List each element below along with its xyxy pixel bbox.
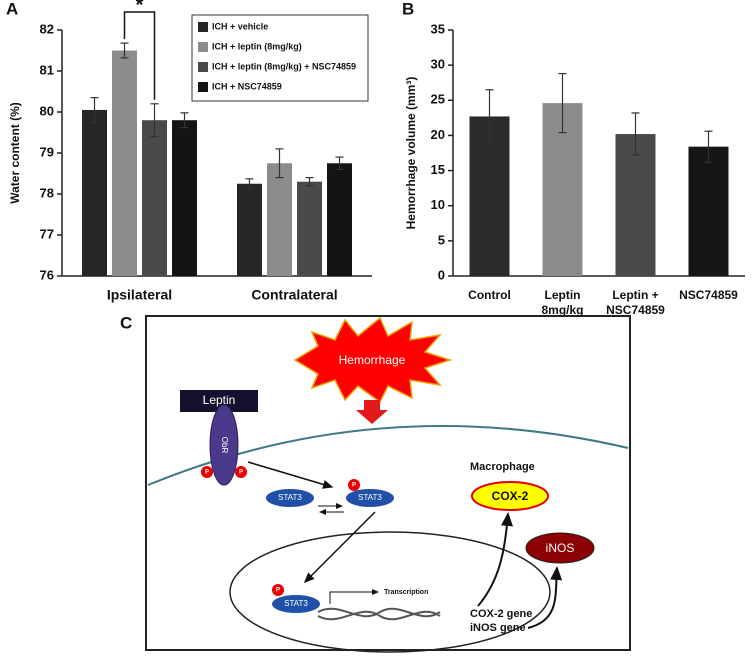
y-tick-label: 76 [40,267,54,282]
panel-label: B [402,0,414,18]
phospho-label: P [276,588,280,594]
legend-label: ICH + vehicle [212,21,268,31]
y-tick-label: 80 [40,103,54,118]
y-tick-label: 0 [438,267,445,282]
arrow [477,512,513,607]
receptor [209,404,239,486]
y-tick-label: 82 [40,21,54,36]
ligand-label: Leptin [203,393,236,407]
gene-label: COX-2 gene [470,608,532,620]
dna [317,607,441,621]
receptor-label: ObR [220,437,229,454]
stat3-label: STAT3 [284,599,308,608]
legend-swatch [198,82,208,92]
x-tick-label: Ipsilateral [107,287,172,303]
y-tick-label: 30 [431,57,445,72]
y-tick-label: 5 [438,232,445,247]
panel-label: A [6,0,18,18]
legend-swatch [198,42,208,52]
legend-frame [191,14,369,102]
arrow [527,566,563,629]
stat3-node [272,595,320,613]
product-label: iNOS [546,541,575,555]
y-tick-label: 20 [431,127,445,142]
legend-label: ICH + NSC74859 [212,81,282,91]
transcription-label: Transcription [384,589,428,596]
bar [172,120,197,276]
y-tick-label: 15 [431,162,445,177]
x-tick-label: NSC74859 [679,288,738,302]
y-axis-label: Water content (%) [8,102,22,204]
bar [688,146,729,276]
x-tick-label: Leptin + [612,288,658,302]
bar [615,134,656,276]
phospho-label: P [352,483,356,489]
y-tick-label: 81 [40,62,54,77]
x-tick-label: Leptin [545,288,581,302]
stimulus-label: Hemorrhage [339,353,406,367]
product-label: COX-2 [492,489,529,503]
phospho-dot [272,584,284,596]
significance-label: * [136,0,144,16]
phospho-dot [235,466,247,478]
y-axis-label: Hemorrhage volume (mm³) [404,77,418,230]
bar [82,109,107,276]
phospho-label: P [205,470,209,476]
leptin-box [180,390,258,412]
bar [237,183,262,276]
nucleus [229,531,551,653]
x-tick-label: NSC74859 [606,303,665,317]
bar [297,181,322,276]
significance-bracket [123,11,156,100]
arrow [303,511,376,584]
legend-swatch [198,22,208,32]
stat3-node [346,489,394,507]
phospho-label: P [239,470,243,476]
stat3-node [266,489,314,507]
bar [142,120,167,276]
stat3-label: STAT3 [358,493,382,502]
y-tick-label: 79 [40,144,54,159]
arrow [329,589,379,604]
y-tick-label: 77 [40,226,54,241]
x-tick-label: Contralateral [251,287,337,303]
legend-label: ICH + leptin (8mg/kg) [212,41,302,51]
y-tick-label: 35 [431,21,445,36]
hemorrhage-burst [293,316,453,404]
y-tick-label: 78 [40,185,54,200]
bar [267,163,292,276]
gene-label: iNOS gene [470,622,526,634]
arrow [247,461,334,489]
inos-node [525,532,595,564]
legend-swatch [198,62,208,72]
phospho-dot [348,479,360,491]
y-tick-label: 25 [431,92,445,107]
down-arrow [356,400,388,424]
bar [112,50,137,276]
phospho-dot [201,466,213,478]
stat3-label: STAT3 [278,493,302,502]
x-tick-label: 8mg/kg [541,303,583,317]
cell-label: Macrophage [470,461,535,473]
bar [327,163,352,276]
y-tick-label: 10 [431,197,445,212]
legend-label: ICH + leptin (8mg/kg) + NSC74859 [212,61,356,71]
x-tick-label: Control [468,288,511,302]
panel-label: C [120,313,132,332]
panel-c: C Hemorrhage Leptin ObR P P STAT3 STAT3 … [120,313,631,653]
cox2-node [471,481,549,511]
